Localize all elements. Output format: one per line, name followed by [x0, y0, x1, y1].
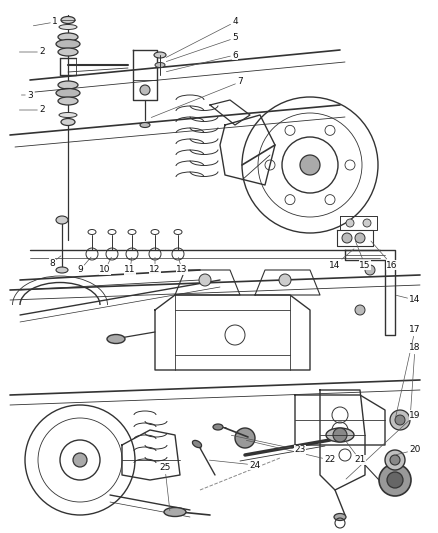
Text: 13: 13 [176, 257, 188, 274]
Ellipse shape [213, 424, 223, 430]
Text: 25: 25 [159, 464, 171, 511]
Text: 17: 17 [396, 326, 421, 418]
Circle shape [235, 428, 255, 448]
Text: 21: 21 [346, 441, 366, 464]
Text: 14: 14 [396, 295, 420, 304]
Text: 2: 2 [19, 47, 45, 56]
Text: 20: 20 [396, 446, 420, 455]
Ellipse shape [59, 25, 77, 29]
Circle shape [342, 233, 352, 243]
Ellipse shape [61, 17, 75, 23]
Circle shape [346, 219, 354, 227]
Circle shape [387, 472, 403, 488]
Ellipse shape [164, 507, 186, 516]
Text: 10: 10 [99, 257, 111, 274]
Text: 15: 15 [356, 241, 371, 270]
Circle shape [379, 464, 411, 496]
Text: 3: 3 [21, 91, 33, 100]
Text: 23: 23 [231, 435, 306, 455]
Circle shape [355, 233, 365, 243]
Circle shape [199, 274, 211, 286]
Text: 4: 4 [166, 18, 238, 58]
Text: 6: 6 [166, 51, 238, 71]
Text: 11: 11 [124, 257, 136, 274]
Ellipse shape [192, 440, 201, 448]
Circle shape [279, 274, 291, 286]
Ellipse shape [107, 335, 125, 343]
Circle shape [385, 450, 405, 470]
Ellipse shape [326, 428, 354, 442]
Text: 16: 16 [371, 241, 398, 270]
Text: 2: 2 [19, 106, 45, 115]
Ellipse shape [56, 267, 68, 273]
Text: 18: 18 [409, 343, 421, 418]
Text: 7: 7 [151, 77, 243, 117]
Circle shape [395, 415, 405, 425]
Ellipse shape [56, 39, 80, 49]
Ellipse shape [61, 118, 75, 125]
Ellipse shape [58, 81, 78, 89]
Circle shape [365, 265, 375, 275]
Circle shape [355, 305, 365, 315]
Ellipse shape [140, 123, 150, 127]
Ellipse shape [58, 48, 78, 56]
Text: 14: 14 [329, 249, 354, 270]
Text: 8: 8 [49, 256, 61, 268]
Text: 19: 19 [346, 410, 421, 479]
Ellipse shape [56, 88, 80, 98]
Ellipse shape [58, 33, 78, 41]
Text: 24: 24 [209, 460, 261, 470]
Circle shape [140, 85, 150, 95]
Circle shape [390, 410, 410, 430]
Ellipse shape [59, 112, 77, 117]
Ellipse shape [56, 216, 68, 224]
Text: 12: 12 [149, 257, 161, 274]
Circle shape [363, 219, 371, 227]
Text: 5: 5 [166, 34, 238, 61]
Circle shape [300, 155, 320, 175]
Circle shape [73, 453, 87, 467]
Ellipse shape [155, 62, 165, 68]
Circle shape [390, 455, 400, 465]
Ellipse shape [334, 513, 346, 521]
Text: 1: 1 [33, 18, 58, 27]
Text: 9: 9 [77, 257, 91, 274]
Ellipse shape [154, 52, 166, 58]
Circle shape [333, 428, 347, 442]
Text: 22: 22 [246, 440, 336, 464]
Ellipse shape [58, 97, 78, 105]
